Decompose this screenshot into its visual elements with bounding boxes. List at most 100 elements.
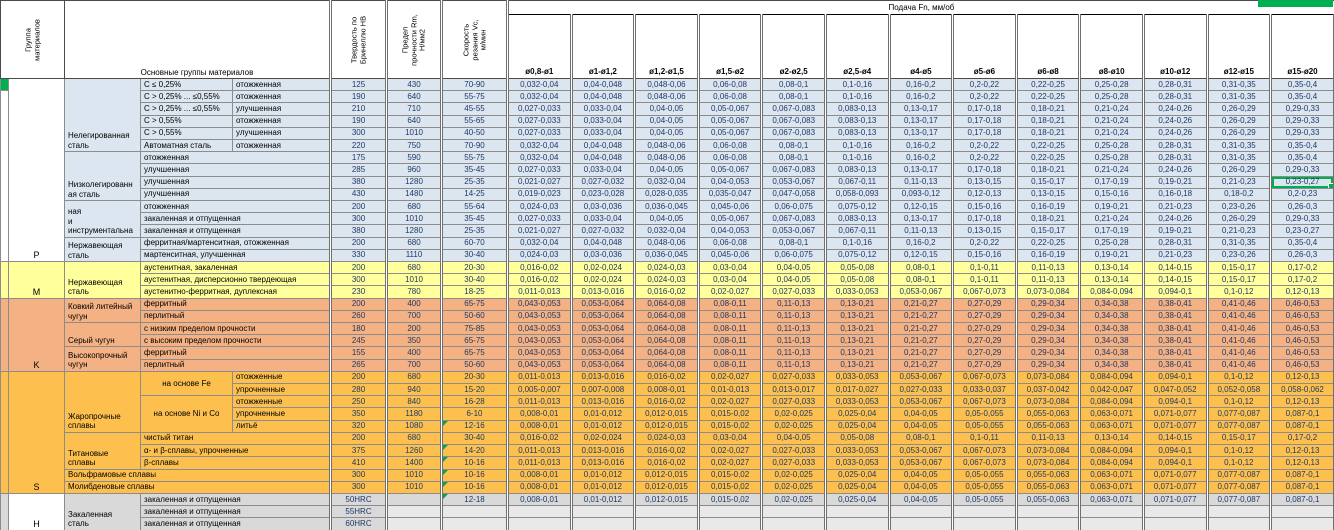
feed-cell[interactable]: 0,18-0,21 bbox=[1014, 126, 1082, 141]
material-condition-cell[interactable]: с низким пределом прочности bbox=[140, 322, 331, 336]
feed-cell[interactable]: 0,053-0,067 bbox=[760, 175, 827, 189]
feed-cell[interactable]: 0,028-0,035 bbox=[633, 187, 700, 202]
feed-cell[interactable]: 0,26-0,29 bbox=[1205, 126, 1273, 141]
feed-cell[interactable]: 0,13-0,15 bbox=[951, 224, 1018, 238]
feed-cell[interactable]: 0,008-0,01 bbox=[506, 468, 573, 482]
hardness-cell[interactable]: 190 bbox=[329, 90, 388, 104]
feed-cell[interactable]: 0,025-0,04 bbox=[823, 480, 891, 494]
feed-cell[interactable]: 0,055-0,063 bbox=[1014, 480, 1082, 494]
strength-cell[interactable]: 350 bbox=[385, 334, 443, 348]
header-diameter-10[interactable]: ø8-ø10 bbox=[1078, 14, 1145, 79]
strength-cell[interactable]: 680 bbox=[385, 236, 443, 250]
feed-cell[interactable]: 0,29-0,33 bbox=[1269, 212, 1334, 226]
feed-cell[interactable]: 0,012-0,015 bbox=[633, 407, 700, 421]
feed-cell[interactable]: 0,06-0,075 bbox=[760, 248, 827, 263]
feed-cell[interactable]: 0,22-0,25 bbox=[1014, 139, 1082, 153]
feed-cell[interactable]: 0,024-0,03 bbox=[633, 273, 700, 287]
material-group-cell[interactable]: Ковкий литейный чугун bbox=[64, 297, 141, 324]
hardness-cell[interactable]: 200 bbox=[329, 297, 388, 311]
feed-cell[interactable]: 0,21-0,24 bbox=[1078, 212, 1145, 226]
material-condition-cell[interactable]: ферритный bbox=[140, 297, 331, 311]
material-condition-cell[interactable]: перлитный bbox=[140, 358, 331, 372]
feed-cell[interactable]: 0,013-0,016 bbox=[569, 285, 637, 299]
material-group-cell[interactable]: Низколегированн ая сталь bbox=[64, 151, 141, 202]
header-main-material-groups[interactable]: Основные группы материалов bbox=[64, 0, 331, 79]
feed-cell[interactable]: 0,05-0,067 bbox=[696, 114, 764, 128]
material-group-cell[interactable]: Серый чугун bbox=[64, 322, 141, 348]
feed-cell[interactable]: 0,41-0,46 bbox=[1205, 297, 1273, 311]
feed-cell[interactable]: 0,04-0,048 bbox=[569, 151, 637, 165]
strength-cell[interactable]: 1280 bbox=[385, 224, 443, 238]
feed-cell[interactable]: 0,05-0,055 bbox=[951, 468, 1018, 482]
hardness-cell[interactable]: 430 bbox=[329, 187, 388, 202]
feed-cell[interactable]: 0,04-0,05 bbox=[887, 468, 955, 482]
header-brinell-hardness[interactable]: Твердость по Бринеллю HB bbox=[329, 0, 388, 79]
material-condition-cell[interactable]: закаленная и отпущенная bbox=[140, 212, 331, 226]
feed-cell[interactable]: 0,21-0,27 bbox=[887, 309, 955, 324]
cutting-speed-cell[interactable] bbox=[440, 505, 509, 519]
feed-cell[interactable]: 0,2-0,22 bbox=[951, 151, 1018, 165]
feed-cell[interactable]: 0,02-0,024 bbox=[569, 431, 637, 446]
hardness-cell[interactable]: 250 bbox=[329, 395, 388, 409]
feed-cell[interactable]: 0,25-0,28 bbox=[1078, 90, 1145, 104]
feed-cell[interactable]: 0,053-0,064 bbox=[569, 322, 637, 336]
cutting-speed-cell[interactable]: 75-85 bbox=[440, 322, 509, 336]
feed-cell[interactable]: 0,04-0,05 bbox=[633, 114, 700, 128]
feed-cell[interactable]: 0,11-0,13 bbox=[760, 346, 827, 360]
feed-cell[interactable]: 0,064-0,08 bbox=[633, 346, 700, 360]
feed-cell[interactable]: 0,084-0,094 bbox=[1078, 456, 1145, 470]
feed-cell[interactable]: 0,04-0,05 bbox=[887, 492, 955, 507]
cutting-speed-cell-flagged[interactable]: 12-18 bbox=[440, 492, 509, 507]
feed-cell[interactable]: 0,06-0,08 bbox=[696, 139, 764, 153]
feed-cell[interactable]: 0,032-0,04 bbox=[506, 90, 573, 104]
header-diameter-8[interactable]: ø5-ø6 bbox=[951, 14, 1018, 79]
feed-cell[interactable]: 0,1-0,12 bbox=[1205, 456, 1273, 470]
material-group-cell[interactable]: Жаропрочные сплавы bbox=[64, 370, 141, 433]
feed-cell[interactable]: 0,067-0,073 bbox=[951, 444, 1018, 458]
material-condition-cell[interactable]: отожженные bbox=[232, 395, 331, 409]
feed-cell[interactable]: 0,058-0,062 bbox=[1269, 383, 1334, 397]
feed-cell[interactable]: 0,27-0,29 bbox=[951, 322, 1018, 336]
feed-cell[interactable]: 0,083-0,13 bbox=[823, 163, 891, 177]
feed-cell[interactable]: 0,08-0,11 bbox=[696, 309, 764, 324]
material-condition-cell[interactable]: отожженная bbox=[140, 200, 331, 214]
feed-cell[interactable]: 0,007-0,008 bbox=[569, 383, 637, 397]
hardness-cell[interactable]: 265 bbox=[329, 358, 388, 372]
feed-cell[interactable]: 0,34-0,38 bbox=[1078, 346, 1145, 360]
feed-cell[interactable]: 0,055-0,063 bbox=[1014, 419, 1082, 433]
feed-cell[interactable]: 0,013-0,017 bbox=[760, 383, 827, 397]
material-condition-cell[interactable]: упрочненные bbox=[232, 383, 331, 397]
material-condition-cell[interactable]: отожженная bbox=[140, 151, 331, 165]
feed-cell[interactable]: 0,25-0,28 bbox=[1078, 139, 1145, 153]
header-diameter-13[interactable]: ø15-ø20 bbox=[1269, 14, 1334, 79]
feed-cell[interactable]: 0,027-0,033 bbox=[760, 444, 827, 458]
feed-cell[interactable]: 0,024-0,03 bbox=[506, 248, 573, 263]
material-condition-cell[interactable]: закаленная и отпущенная bbox=[140, 517, 331, 530]
feed-cell[interactable]: 0,032-0,04 bbox=[506, 151, 573, 165]
feed-cell[interactable]: 0,073-0,084 bbox=[1014, 285, 1082, 299]
cutting-speed-cell-flagged[interactable]: 14-20 bbox=[440, 444, 509, 458]
feed-cell[interactable] bbox=[1205, 517, 1273, 530]
hardness-cell[interactable]: 210 bbox=[329, 102, 388, 116]
group-letter-P[interactable]: P bbox=[8, 77, 65, 263]
feed-cell[interactable]: 0,41-0,46 bbox=[1205, 322, 1273, 336]
material-group-cell[interactable]: Высокопрочный чугун bbox=[64, 346, 141, 372]
feed-cell[interactable] bbox=[1141, 517, 1209, 530]
strength-cell[interactable]: 680 bbox=[385, 261, 443, 275]
feed-cell[interactable]: 0,067-0,083 bbox=[760, 102, 827, 116]
feed-cell[interactable]: 0,22-0,25 bbox=[1014, 151, 1082, 165]
feed-cell[interactable]: 0,053-0,067 bbox=[887, 444, 955, 458]
feed-cell[interactable]: 0,27-0,29 bbox=[951, 346, 1018, 360]
strength-cell[interactable]: 640 bbox=[385, 90, 443, 104]
feed-cell[interactable]: 0,38-0,41 bbox=[1141, 334, 1209, 348]
feed-cell[interactable]: 0,26-0,29 bbox=[1205, 114, 1273, 128]
feed-cell[interactable]: 0,06-0,075 bbox=[760, 200, 827, 214]
feed-cell[interactable]: 0,053-0,064 bbox=[569, 346, 637, 360]
feed-cell[interactable]: 0,21-0,24 bbox=[1078, 126, 1145, 141]
feed-cell[interactable]: 0,053-0,064 bbox=[569, 334, 637, 348]
feed-cell[interactable]: 0,048-0,06 bbox=[633, 139, 700, 153]
feed-cell[interactable]: 0,093-0,12 bbox=[887, 187, 955, 202]
feed-cell[interactable]: 0,058-0,093 bbox=[823, 187, 891, 202]
feed-cell[interactable]: 0,13-0,15 bbox=[1014, 187, 1082, 202]
feed-cell[interactable]: 0,087-0,1 bbox=[1269, 407, 1334, 421]
